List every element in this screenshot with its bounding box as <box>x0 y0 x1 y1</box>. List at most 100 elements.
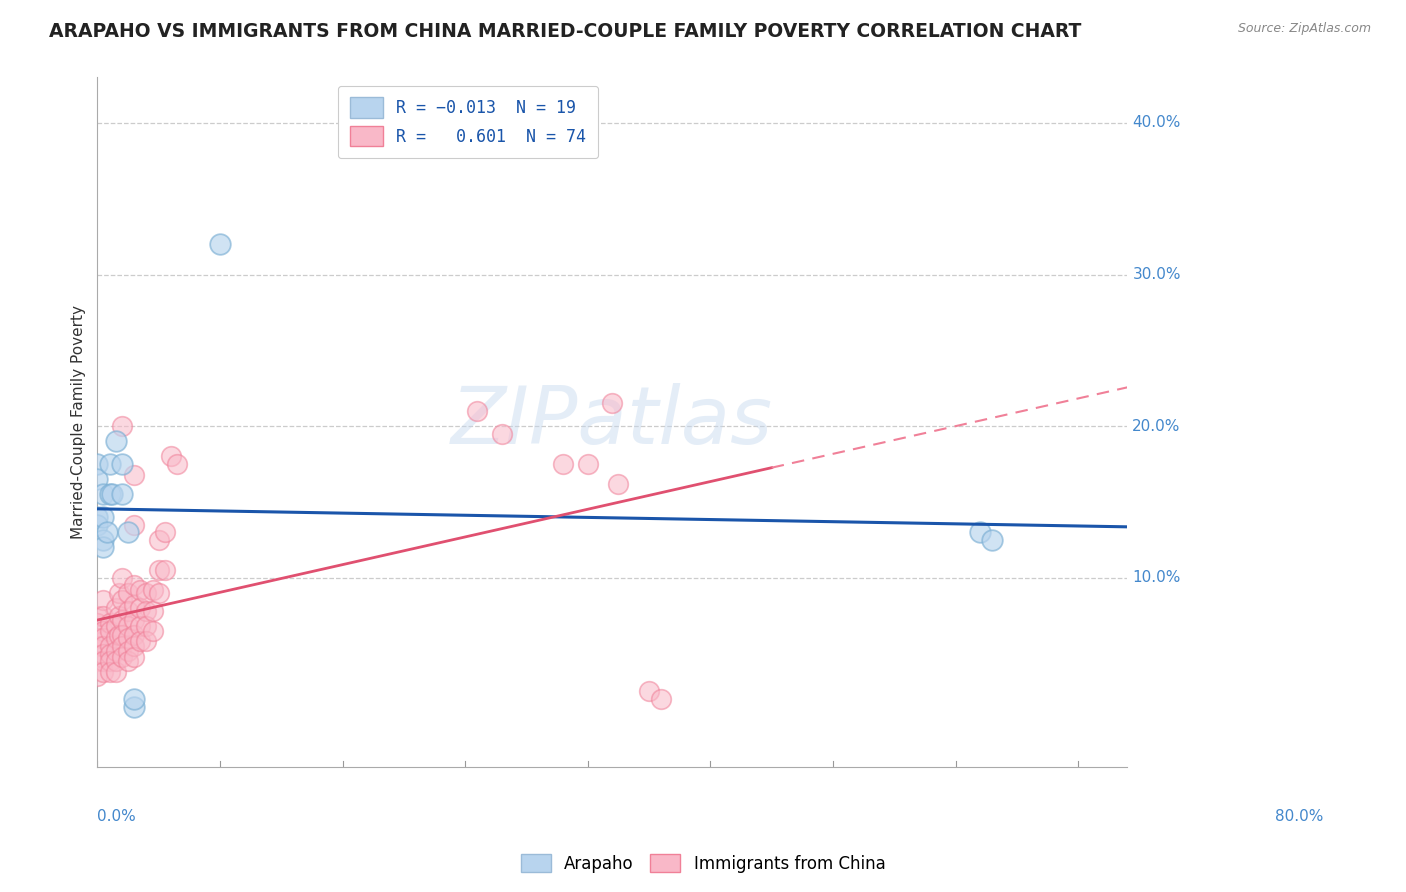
Point <box>153 525 176 540</box>
Point <box>117 632 139 646</box>
Point <box>108 628 131 642</box>
Point <box>104 643 127 657</box>
Point <box>117 643 139 657</box>
Point <box>86 639 108 653</box>
Point <box>553 457 575 471</box>
Point <box>98 487 121 501</box>
Point <box>93 647 115 661</box>
Text: ARAPAHO VS IMMIGRANTS FROM CHINA MARRIED-COUPLE FAMILY POVERTY CORRELATION CHART: ARAPAHO VS IMMIGRANTS FROM CHINA MARRIED… <box>49 22 1081 41</box>
Point <box>96 525 118 540</box>
Point <box>135 604 157 618</box>
Point <box>491 426 513 441</box>
Point <box>93 632 115 646</box>
Point <box>117 619 139 633</box>
Point <box>576 457 599 471</box>
Point <box>969 525 991 540</box>
Point <box>101 487 124 501</box>
Point <box>86 457 108 471</box>
Point <box>141 582 163 597</box>
Point <box>122 517 145 532</box>
Point <box>108 586 131 600</box>
Point <box>153 563 176 577</box>
Point <box>104 632 127 646</box>
Point <box>86 608 108 623</box>
Point <box>86 510 108 524</box>
Point <box>104 665 127 679</box>
Point <box>98 647 121 661</box>
Point <box>122 628 145 642</box>
Point <box>129 619 152 633</box>
Point <box>93 639 115 653</box>
Point <box>122 578 145 592</box>
Point <box>86 472 108 486</box>
Point <box>122 467 145 482</box>
Point <box>467 404 489 418</box>
Point <box>111 649 134 664</box>
Point <box>148 533 170 547</box>
Point <box>208 237 231 252</box>
Legend: Arapaho, Immigrants from China: Arapaho, Immigrants from China <box>515 847 891 880</box>
Point <box>86 517 108 532</box>
Point <box>117 604 139 618</box>
Text: 10.0%: 10.0% <box>1132 570 1181 585</box>
Point <box>135 619 157 633</box>
Point <box>141 604 163 618</box>
Point <box>98 457 121 471</box>
Point <box>122 692 145 706</box>
Point <box>111 593 134 607</box>
Point <box>108 608 131 623</box>
Point <box>607 476 630 491</box>
Point <box>93 654 115 668</box>
Point <box>98 616 121 631</box>
Point <box>135 634 157 648</box>
Point <box>93 665 115 679</box>
Point <box>638 684 661 698</box>
Point <box>122 613 145 627</box>
Point <box>111 571 134 585</box>
Point <box>111 487 134 501</box>
Point <box>104 619 127 633</box>
Point <box>111 457 134 471</box>
Point <box>86 632 108 646</box>
Text: 30.0%: 30.0% <box>1132 267 1181 282</box>
Point <box>122 649 145 664</box>
Point <box>129 601 152 615</box>
Point <box>129 634 152 648</box>
Text: Source: ZipAtlas.com: Source: ZipAtlas.com <box>1237 22 1371 36</box>
Point <box>148 586 170 600</box>
Point <box>117 586 139 600</box>
Point <box>98 665 121 679</box>
Y-axis label: Married-Couple Family Poverty: Married-Couple Family Poverty <box>72 305 86 540</box>
Point <box>981 533 1004 547</box>
Legend: R = −0.013  N = 19, R =   0.601  N = 74: R = −0.013 N = 19, R = 0.601 N = 74 <box>337 86 598 158</box>
Point <box>98 639 121 653</box>
Text: ZIPatlas: ZIPatlas <box>451 384 773 461</box>
Point <box>122 639 145 653</box>
Point <box>141 624 163 638</box>
Text: 20.0%: 20.0% <box>1132 418 1181 434</box>
Point <box>93 510 115 524</box>
Point <box>111 639 134 653</box>
Point <box>93 533 115 547</box>
Point <box>650 692 672 706</box>
Text: 0.0%: 0.0% <box>97 809 136 823</box>
Point <box>93 487 115 501</box>
Point <box>111 419 134 434</box>
Point <box>86 654 108 668</box>
Point <box>86 669 108 683</box>
Point <box>166 457 188 471</box>
Point <box>104 601 127 615</box>
Point <box>135 586 157 600</box>
Point <box>93 541 115 555</box>
Point <box>129 582 152 597</box>
Point <box>104 654 127 668</box>
Text: 40.0%: 40.0% <box>1132 115 1181 130</box>
Point <box>160 450 183 464</box>
Point <box>104 434 127 449</box>
Point <box>111 613 134 627</box>
Point <box>98 624 121 638</box>
Point <box>111 628 134 642</box>
Point <box>117 654 139 668</box>
Point <box>98 654 121 668</box>
Point <box>93 593 115 607</box>
